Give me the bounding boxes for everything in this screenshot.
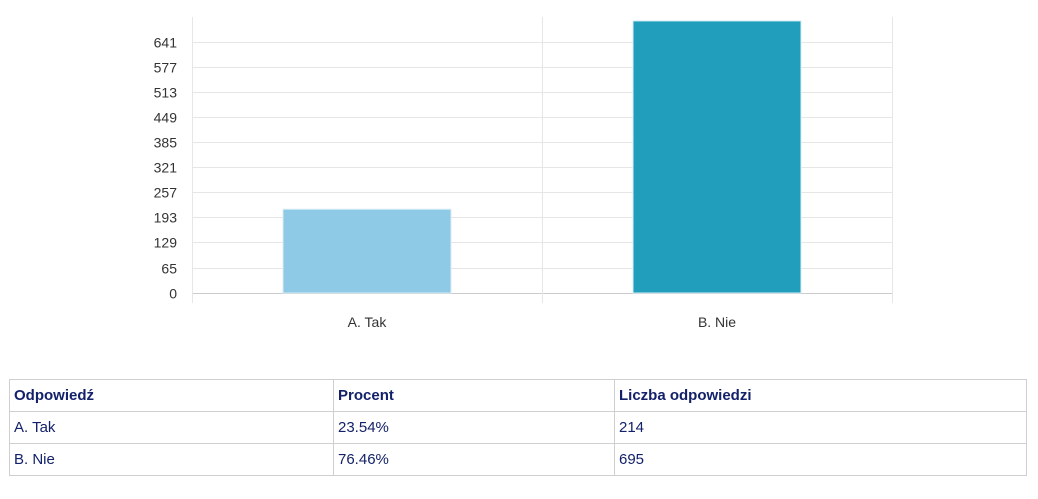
table-row: A. Tak 23.54% 214 <box>9 411 1027 444</box>
x-axis-labels: A. Tak B. Nie <box>348 314 737 330</box>
percent-cell: 23.54% <box>333 411 615 444</box>
answer-cell: A. Tak <box>9 411 334 444</box>
y-tick-label: 65 <box>161 261 177 277</box>
header-percent: Procent <box>333 379 615 412</box>
answer-cell: B. Nie <box>9 443 334 476</box>
x-category-label: B. Nie <box>698 314 736 330</box>
x-category-label: A. Tak <box>348 314 388 330</box>
y-tick-label: 641 <box>154 35 178 51</box>
table-header-row: Odpowiedź Procent Liczba odpowiedzi <box>9 379 1027 412</box>
y-tick-label: 513 <box>154 85 178 101</box>
chart-bars <box>282 20 802 294</box>
bar <box>282 208 452 294</box>
percent-cell: 76.46% <box>333 443 615 476</box>
header-count: Liczba odpowiedzi <box>614 379 1027 412</box>
y-tick-label: 257 <box>154 185 178 201</box>
y-tick-label: 321 <box>154 160 178 176</box>
y-tick-label: 129 <box>154 235 178 251</box>
results-table: Odpowiedź Procent Liczba odpowiedzi A. T… <box>9 379 1027 476</box>
y-tick-label: 449 <box>154 110 178 126</box>
y-tick-label: 0 <box>169 286 177 302</box>
y-axis-ticks: 0 65 129 193 257 321 385 449 513 577 641 <box>154 35 178 302</box>
y-tick-label: 577 <box>154 60 178 76</box>
count-cell: 695 <box>614 443 1027 476</box>
table-row: B. Nie 76.46% 695 <box>9 443 1027 476</box>
bar-chart: 0 65 129 193 257 321 385 449 513 577 641 A. Tak B. … <box>154 17 893 330</box>
y-tick-label: 193 <box>154 210 178 226</box>
count-cell: 214 <box>614 411 1027 444</box>
y-tick-label: 385 <box>154 135 178 151</box>
bar <box>632 20 802 294</box>
header-answer: Odpowiedź <box>9 379 334 412</box>
